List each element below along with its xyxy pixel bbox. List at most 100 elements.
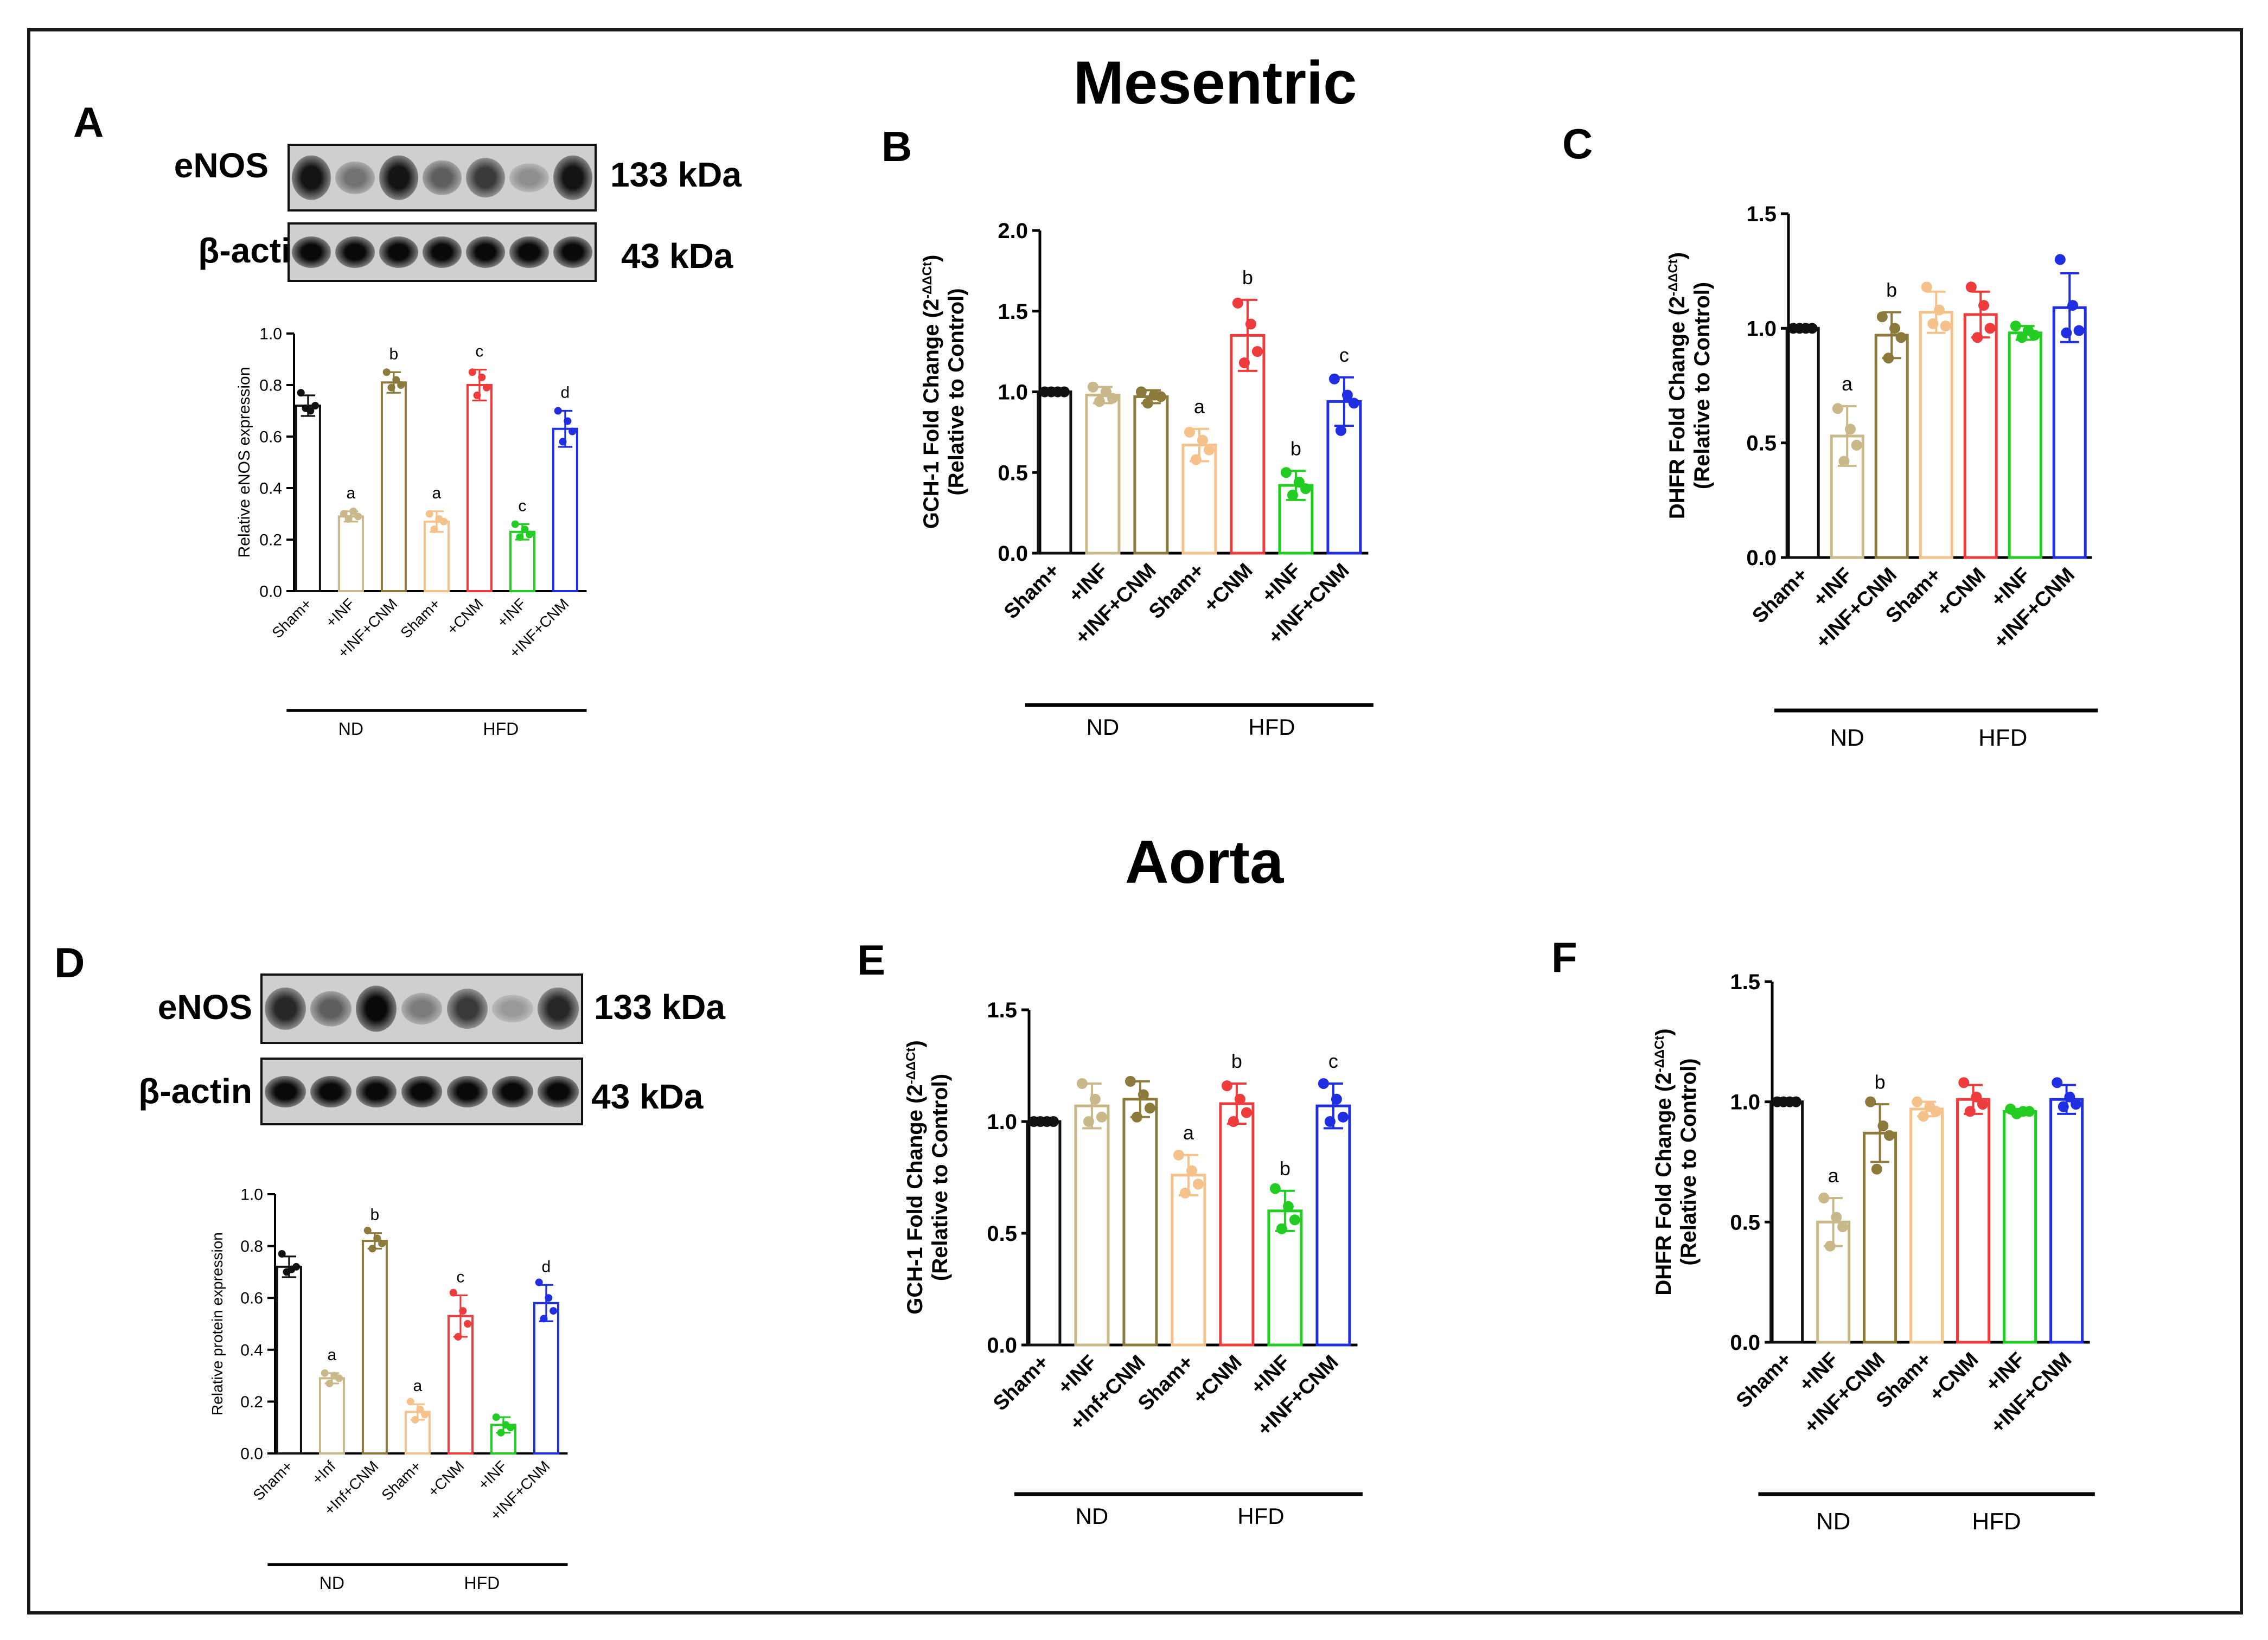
blot-a-kda-enos: 133 kDa: [610, 155, 742, 194]
y-axis-label-close: ): [1665, 252, 1689, 259]
data-point: [1877, 1120, 1889, 1131]
group-label: HFD: [1248, 714, 1295, 740]
blot-band: [492, 1075, 533, 1107]
significance-letter: b: [1886, 279, 1897, 301]
data-point: [497, 1428, 505, 1437]
y-axis-label-close: ): [1652, 1028, 1676, 1035]
data-point: [1289, 1214, 1300, 1226]
data-point: [1190, 454, 1202, 465]
data-point: [440, 517, 448, 526]
data-point: [1331, 1093, 1342, 1105]
bar: [2003, 1110, 2037, 1344]
blot-band: [335, 161, 375, 194]
data-point: [1824, 1240, 1836, 1252]
y-tick-label: 0.0: [987, 1334, 1017, 1357]
data-point: [1912, 1096, 1923, 1107]
group-label: ND: [1087, 714, 1120, 740]
data-point: [1921, 281, 1932, 293]
data-point: [2071, 1099, 2081, 1110]
data-point: [340, 510, 348, 518]
data-point: [1977, 1099, 1988, 1110]
data-point: [1155, 391, 1166, 402]
y-axis-label-close: ): [919, 255, 943, 262]
data-point: [2052, 1077, 2063, 1088]
blot-band: [265, 1075, 306, 1107]
data-point: [2061, 327, 2072, 338]
blot-a-kda-actin: 43 kDa: [621, 236, 733, 276]
bar: [1171, 1174, 1206, 1347]
significance-letter: b: [370, 1206, 380, 1224]
y-tick-label: 0.6: [259, 428, 282, 446]
category-label: +CNM: [425, 1458, 468, 1501]
group-label: HFD: [483, 719, 519, 739]
group-label: HFD: [1978, 725, 2027, 751]
category-label: Sham+: [1748, 563, 1812, 628]
data-point: [368, 1245, 376, 1253]
data-point: [1047, 1116, 1059, 1127]
y-axis-label: Relative protein expression: [209, 1232, 226, 1415]
category-label: +CNM: [1189, 1351, 1247, 1409]
blot-band: [466, 157, 506, 198]
significance-letter: a: [413, 1377, 423, 1395]
bar: [1133, 395, 1169, 555]
bar: [380, 381, 407, 592]
data-point: [1300, 483, 1311, 494]
data-point: [1131, 1111, 1142, 1123]
group-label: HFD: [1237, 1503, 1284, 1529]
data-point: [1232, 297, 1243, 309]
y-axis-label-superscript: -ΔΔCt: [920, 262, 935, 299]
y-tick-label: 1.5: [987, 998, 1017, 1022]
category-label: Sham+: [1000, 559, 1064, 624]
data-point: [454, 1332, 462, 1341]
data-point: [521, 526, 529, 533]
bar: [2052, 306, 2087, 559]
data-point: [568, 427, 577, 435]
data-point: [2010, 321, 2021, 332]
data-point: [1832, 403, 1843, 414]
bar: [1919, 311, 1953, 559]
group-label: HFD: [1972, 1508, 2021, 1535]
blot-band: [509, 163, 549, 193]
y-axis-label: DHFR Fold Change (2-ΔΔCt): [1665, 252, 1689, 519]
blot-band: [446, 1075, 488, 1107]
data-point: [1087, 381, 1098, 393]
significance-letter: b: [1280, 1157, 1290, 1180]
data-point: [1972, 332, 1983, 343]
y-tick-label: 0.0: [259, 583, 282, 601]
bar: [1863, 1131, 1898, 1344]
data-point: [1184, 426, 1195, 438]
title-aorta: Aorta: [1125, 828, 1284, 896]
data-point: [1107, 393, 1118, 404]
y-tick-label: 0.8: [240, 1238, 263, 1255]
data-point: [1335, 425, 1346, 436]
category-label: +CNM: [1199, 559, 1257, 617]
chart-d: 0.0 0.2 0.4 0.6 0.8 1.0 Relative protein expre…: [209, 1186, 568, 1593]
data-point: [554, 407, 562, 415]
data-point: [1241, 1107, 1252, 1118]
data-point: [1192, 1178, 1204, 1190]
data-point: [1341, 389, 1353, 401]
data-point: [1094, 396, 1105, 407]
data-point: [2064, 1091, 2075, 1103]
group-label: ND: [1816, 1508, 1851, 1535]
data-point: [278, 1250, 286, 1258]
data-point: [507, 1424, 515, 1432]
bar: [1315, 1104, 1351, 1347]
y-tick-label: 0.2: [259, 531, 282, 549]
y-axis-label-superscript: -ΔΔCt: [904, 1048, 918, 1085]
data-point: [1142, 398, 1153, 409]
data-point: [1179, 1187, 1191, 1199]
data-point: [1096, 1111, 1107, 1123]
significance-letter: d: [542, 1258, 551, 1276]
data-point: [1927, 318, 1939, 329]
y-tick-label: 1.5: [1730, 970, 1760, 994]
data-point: [2016, 332, 2028, 343]
y-tick-label: 0.0: [240, 1445, 263, 1463]
data-point: [1831, 1212, 1842, 1223]
data-point: [1186, 1165, 1197, 1176]
category-label: Sham+: [269, 595, 315, 642]
data-point: [1144, 1103, 1155, 1114]
data-point: [1276, 1223, 1287, 1234]
data-point: [1138, 1089, 1149, 1100]
